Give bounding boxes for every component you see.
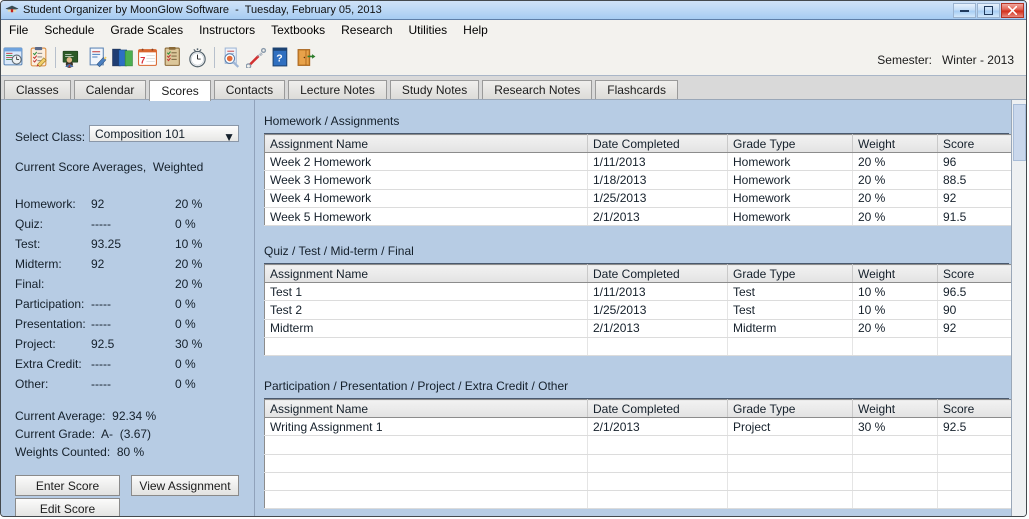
svg-text:7: 7 (140, 55, 145, 66)
svg-text:?: ? (276, 52, 282, 64)
